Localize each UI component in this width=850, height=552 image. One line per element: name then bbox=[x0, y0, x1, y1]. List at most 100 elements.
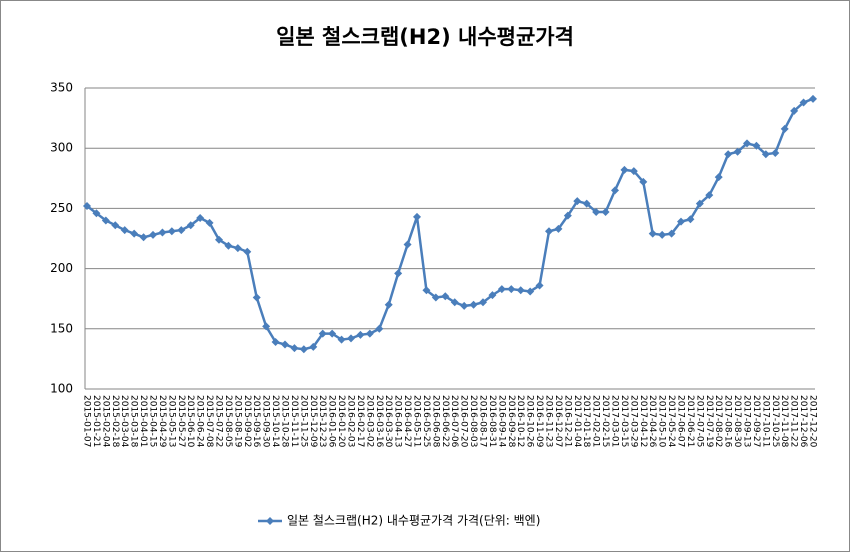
point-marker bbox=[186, 221, 195, 230]
x-tick-label: 2015-06-10 bbox=[185, 395, 195, 448]
x-tick-label: 2017-09-13 bbox=[742, 395, 752, 447]
point-marker bbox=[497, 285, 506, 294]
x-tick-label: 2017-03-01 bbox=[610, 395, 620, 447]
x-tick-label: 2017-12-20 bbox=[808, 395, 818, 448]
point-marker bbox=[686, 215, 695, 224]
x-tick-label: 2015-02-18 bbox=[110, 395, 120, 448]
point-marker bbox=[375, 324, 384, 333]
point-marker bbox=[403, 240, 412, 249]
x-tick-label: 2015-12-09 bbox=[308, 395, 318, 448]
point-marker bbox=[337, 335, 346, 344]
x-tick-label: 2016-04-27 bbox=[402, 395, 412, 447]
x-tick-label: 2015-12-23 bbox=[317, 395, 327, 447]
point-marker bbox=[139, 233, 148, 242]
point-marker bbox=[92, 209, 101, 218]
x-tick-label: 2016-10-12 bbox=[515, 395, 525, 447]
point-marker bbox=[215, 235, 223, 244]
x-tick-label: 2017-03-15 bbox=[619, 395, 629, 447]
x-tick-label: 2016-03-16 bbox=[374, 395, 384, 448]
x-tick-label: 2016-12-07 bbox=[553, 395, 563, 447]
point-marker bbox=[573, 197, 582, 206]
x-tick-label: 2017-05-24 bbox=[666, 395, 676, 448]
x-tick-label: 2017-02-15 bbox=[600, 395, 610, 447]
point-marker bbox=[582, 199, 591, 208]
x-tick-label: 2016-11-23 bbox=[544, 395, 554, 447]
x-tick-label: 2016-06-22 bbox=[440, 395, 450, 447]
x-tick-label: 2015-09-02 bbox=[242, 395, 252, 447]
x-tick-label: 2016-03-30 bbox=[383, 395, 393, 448]
x-tick-label: 2016-01-20 bbox=[336, 395, 346, 448]
point-marker bbox=[545, 227, 553, 236]
point-marker bbox=[554, 224, 563, 233]
point-marker bbox=[667, 229, 676, 238]
point-marker bbox=[158, 228, 167, 237]
point-marker bbox=[639, 177, 648, 186]
x-tick-label: 2015-06-24 bbox=[195, 395, 205, 448]
x-tick-label: 2016-03-02 bbox=[364, 395, 374, 447]
x-tick-label: 2016-07-06 bbox=[449, 395, 459, 448]
x-tick-label: 2017-08-16 bbox=[723, 395, 733, 448]
x-tick-label: 2015-07-08 bbox=[204, 395, 214, 448]
x-tick-label: 2017-01-18 bbox=[581, 395, 591, 448]
point-marker bbox=[516, 286, 525, 295]
point-marker bbox=[441, 292, 450, 301]
point-marker bbox=[677, 217, 685, 226]
y-tick-label: 100 bbox=[50, 382, 73, 396]
point-marker bbox=[743, 139, 751, 148]
y-tick-label: 250 bbox=[50, 201, 73, 215]
point-marker bbox=[384, 300, 393, 309]
point-marker bbox=[771, 149, 780, 158]
point-marker bbox=[450, 298, 459, 307]
point-marker bbox=[629, 167, 638, 176]
x-tick-label: 2015-04-29 bbox=[157, 395, 167, 448]
legend-marker bbox=[266, 517, 274, 525]
point-marker bbox=[611, 186, 619, 195]
x-tick-label: 2015-09-16 bbox=[251, 395, 261, 448]
point-marker bbox=[695, 199, 704, 208]
x-tick-label: 2017-09-27 bbox=[751, 395, 761, 447]
point-marker bbox=[149, 230, 157, 239]
point-marker bbox=[733, 147, 742, 156]
x-tick-label: 2016-02-17 bbox=[355, 395, 365, 447]
point-marker bbox=[620, 165, 629, 174]
x-tick-label: 2015-05-13 bbox=[166, 395, 176, 447]
x-tick-label: 2015-10-14 bbox=[270, 395, 280, 448]
point-marker bbox=[752, 141, 761, 150]
point-marker bbox=[507, 285, 516, 294]
point-marker bbox=[130, 229, 139, 238]
point-marker bbox=[224, 241, 233, 250]
x-tick-label: 2017-02-01 bbox=[591, 395, 601, 447]
x-tick-label: 2016-09-28 bbox=[506, 395, 516, 448]
y-tick-label: 200 bbox=[50, 261, 73, 275]
point-marker bbox=[601, 208, 610, 217]
x-tick-label: 2017-05-10 bbox=[657, 395, 667, 448]
point-marker bbox=[290, 344, 299, 353]
x-tick-label: 2015-07-22 bbox=[214, 395, 224, 447]
point-marker bbox=[120, 226, 129, 235]
point-marker bbox=[252, 293, 261, 302]
point-marker bbox=[281, 340, 289, 349]
x-tick-label: 2015-02-04 bbox=[100, 395, 110, 448]
x-tick-label: 2017-10-11 bbox=[760, 395, 770, 447]
y-tick-label: 150 bbox=[50, 321, 73, 335]
x-tick-label: 2017-04-12 bbox=[638, 395, 648, 447]
point-marker bbox=[167, 227, 176, 236]
point-marker bbox=[205, 218, 214, 227]
legend-label: 일본 철스크랩(H2) 내수평균가격 가격(단위: 백엔) bbox=[287, 514, 540, 528]
point-marker bbox=[724, 150, 733, 159]
x-tick-label: 2016-07-20 bbox=[459, 395, 469, 448]
x-tick-label: 2017-12-06 bbox=[798, 395, 808, 448]
point-marker bbox=[262, 322, 271, 331]
point-marker bbox=[196, 214, 205, 223]
point-marker bbox=[705, 191, 714, 200]
x-tick-label: 2015-01-07 bbox=[82, 395, 92, 447]
point-marker bbox=[394, 269, 403, 278]
x-tick-label: 2015-10-28 bbox=[280, 395, 290, 448]
x-tick-label: 2016-09-14 bbox=[496, 395, 506, 448]
point-marker bbox=[535, 281, 544, 290]
point-marker bbox=[648, 229, 657, 238]
point-marker bbox=[243, 247, 252, 256]
x-tick-label: 2015-11-25 bbox=[298, 395, 308, 447]
x-tick-label: 2015-01-21 bbox=[91, 395, 101, 447]
